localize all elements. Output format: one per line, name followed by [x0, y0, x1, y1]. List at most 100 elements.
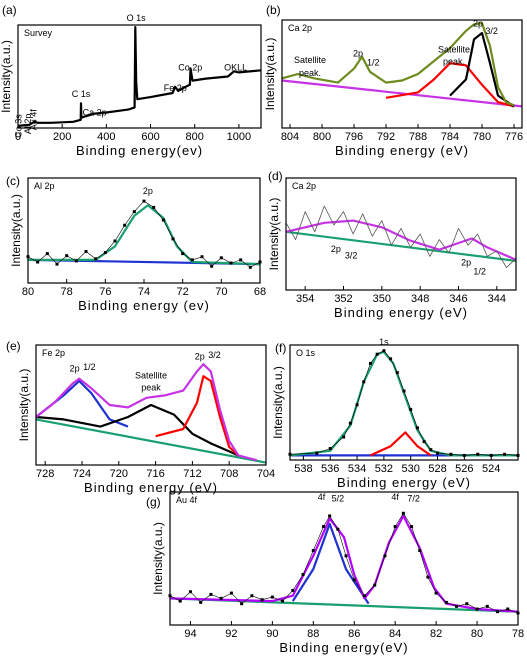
panel-b-xtick-label-1: 800 [313, 131, 331, 143]
panel-a-xlabel: Binding energy(ev) [76, 143, 203, 158]
panel-b-series-background-line [281, 79, 523, 108]
panel-e-title: Fe 2p [42, 348, 65, 358]
panel-g-xtick-label-0: 94 [184, 628, 196, 640]
panel-a-annotation-4: C 1s [72, 89, 91, 99]
panel-a-annotation-5: Ca 2p [83, 108, 107, 118]
panel-d-series-background-line [285, 230, 517, 262]
panel-g-xtick-label-4: 86 [348, 628, 360, 640]
panel-e-xtick-label-6: 704 [257, 468, 275, 480]
panel-e-xtick-label-5: 708 [220, 468, 238, 480]
panel-g-annotation-1: 5/2 [332, 493, 345, 503]
panel-g-label: (g) [146, 495, 161, 509]
panel-e-series-background-line [35, 418, 267, 464]
panel-e-series-envelope-line [35, 363, 258, 462]
panel-e-annotation-2: Satellite [135, 371, 167, 381]
panel-a-xtick-label-2: 400 [97, 131, 115, 143]
panel-g-series-blue-line [291, 522, 370, 605]
panel-c-xlabel: Binding energy (ev) [78, 298, 210, 313]
panel-a-annotation-0: O 1s [127, 13, 147, 23]
panel-g-ylabel: Intensity(a.u.) [151, 522, 165, 595]
panel-g-axes-frame [169, 491, 519, 626]
panel-d-xtick-label-4: 346 [449, 293, 467, 305]
panel-a-annotation-1: Co 2p [178, 62, 202, 72]
panel-f-series-red-line [370, 431, 432, 457]
panel-g-title: Au 4f [176, 495, 198, 505]
panel-b-annotation-0: Satellite [294, 55, 326, 65]
panel-b-annotation-6: 2p [473, 18, 483, 28]
panel-a-annotation-6: Co 3s [13, 114, 23, 138]
panel-b-xtick-label-4: 788 [409, 131, 427, 143]
panel-c-series-fit-line [28, 204, 261, 266]
panel-f-title: O 1s [296, 348, 316, 358]
panel-g-xlabel: Binding energy(eV) [279, 640, 408, 655]
panel-c-xtick-label-3: 74 [138, 286, 150, 298]
panel-d-annotation-1: 3/2 [345, 251, 358, 261]
panel-c-xtick-label-4: 72 [177, 286, 189, 298]
panel-g-annotation-0: 4f [318, 492, 326, 502]
panel-e-ylabel: Intensity(a.u.) [17, 369, 31, 442]
panel-g-xtick-label-2: 90 [266, 628, 278, 640]
panel-f-xlabel: Binding energy (eV) [337, 475, 471, 490]
panel-a-xtick-label-1: 200 [53, 131, 71, 143]
panel-g-xtick-label-7: 80 [471, 628, 483, 640]
panel-e-xlabel: Binding energy (eV) [84, 480, 218, 495]
panel-b-ylabel: Intensity(a.u.) [263, 38, 277, 111]
panel-f-xtick-label-1: 536 [321, 463, 339, 475]
panel-g-xtick-label-1: 92 [225, 628, 237, 640]
panel-c-title: Al 2p [34, 181, 55, 191]
panel-d-xtick-label-5: 344 [488, 293, 506, 305]
panel-d-series-envelope-line [285, 219, 517, 261]
panel-d-xtick-label-3: 348 [411, 293, 429, 305]
panel-g-annotation-3: 7/2 [407, 493, 420, 503]
panel-b-xtick-label-6: 780 [473, 131, 491, 143]
panel-a-title: Survey [24, 28, 53, 38]
panel-f-annotation-0: 1s [379, 337, 389, 347]
panel-c-xtick-label-1: 78 [61, 286, 73, 298]
panel-a-annotation-8: Au 4f [29, 109, 39, 131]
panel-d-xtick-label-2: 350 [373, 293, 391, 305]
panel-c-xtick-label-6: 68 [254, 286, 266, 298]
panel-c-ylabel: Intensity(a.u.) [9, 194, 23, 267]
panel-a-axes-frame [17, 24, 262, 129]
panel-c-xtick-label-5: 70 [215, 286, 227, 298]
panel-e-series-black-line [35, 403, 239, 457]
panel-f-axes-frame [289, 344, 519, 461]
panel-d-annotation-3: 1/2 [473, 266, 486, 276]
panel-b-xtick-label-3: 792 [377, 131, 395, 143]
panel-f-series-fit-line [289, 350, 518, 457]
panel-d-title: Ca 2p [292, 181, 316, 191]
panel-a-xtick-label-0: 0 [15, 131, 21, 143]
panel-g-xtick-label-5: 84 [389, 628, 401, 640]
panel-b-series-black-line [449, 31, 515, 108]
panel-b-label: (b) [266, 3, 281, 17]
panel-c-label: (c) [6, 174, 20, 188]
panel-b-annotation-7: 3/2 [485, 26, 498, 36]
panel-b-axes-frame [281, 19, 523, 129]
panel-e-annotation-4: 2p [195, 351, 205, 361]
panel-e-xtick-label-0: 728 [36, 468, 54, 480]
panel-f-ylabel: Intensity(a.u.) [271, 366, 285, 439]
panel-a-annotation-3: Fe 2p [164, 83, 187, 93]
panel-d-annotation-2: 2p [461, 257, 471, 267]
panel-e-xtick-label-3: 716 [146, 468, 164, 480]
panel-g-xtick-label-3: 88 [307, 628, 319, 640]
panel-f-xtick-label-7: 524 [482, 463, 500, 475]
panel-a-annotation-2: OKLL [224, 62, 247, 72]
panel-c-series-data-trace [27, 200, 261, 268]
panel-e-annotation-5: 3/2 [208, 350, 221, 360]
panel-f-xtick-label-0: 538 [294, 463, 312, 475]
panel-a-xtick-label-4: 800 [186, 131, 204, 143]
panel-e-annotation-0: 2p [70, 363, 80, 373]
panel-e-series-blue-line [35, 379, 129, 428]
panel-b-annotation-5: peak. [443, 56, 465, 66]
panel-d-ylabel: Intensity(a.u.) [267, 198, 281, 271]
panel-f-xtick-label-6: 526 [455, 463, 473, 475]
panel-f-series-data-trace [289, 350, 519, 456]
panel-e-series-red-line [155, 375, 240, 457]
panel-b-title: Ca 2p [288, 23, 312, 33]
panel-b-annotation-3: 1/2 [367, 57, 380, 67]
panel-b-xlabel: Binding energy (eV) [335, 143, 469, 158]
panel-d-xtick-label-0: 354 [296, 293, 314, 305]
panel-f-xtick-label-3: 532 [375, 463, 393, 475]
